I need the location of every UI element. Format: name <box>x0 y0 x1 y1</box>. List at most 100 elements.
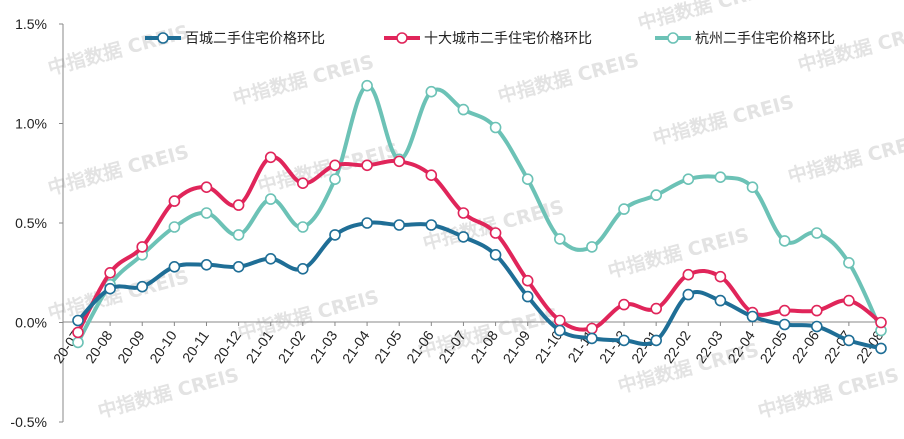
watermark-text: 中指数据 CREIS <box>495 48 641 108</box>
data-point <box>296 177 309 189</box>
watermark-text: 中指数据 CREIS <box>45 140 191 200</box>
data-point <box>650 189 663 201</box>
x-tick-label: 20-09 <box>114 327 148 366</box>
y-tick-label: -0.5% <box>10 414 47 430</box>
data-point <box>810 320 823 333</box>
data-point <box>425 85 438 98</box>
data-point <box>168 260 181 273</box>
data-point <box>650 302 663 315</box>
data-point <box>104 282 116 295</box>
data-point <box>136 280 148 293</box>
data-point <box>714 171 727 183</box>
data-point <box>329 229 341 241</box>
data-point <box>361 159 373 172</box>
data-point <box>553 233 566 245</box>
series-group <box>72 217 887 355</box>
x-tick-label: 21-03 <box>307 327 341 366</box>
data-point <box>72 314 84 327</box>
series-layer <box>72 79 887 355</box>
data-point <box>618 203 630 215</box>
data-point <box>810 304 823 317</box>
data-point <box>489 249 502 261</box>
series-line <box>76 83 883 345</box>
data-point <box>586 332 598 345</box>
data-point <box>586 322 598 335</box>
data-point <box>521 290 534 303</box>
y-tick-label: 0.0% <box>15 315 47 331</box>
data-point <box>618 334 630 347</box>
data-point <box>778 235 791 247</box>
legend-label: 十大城市二手住宅价格环比 <box>424 30 592 47</box>
data-point <box>232 260 245 273</box>
watermark-text: 中指数据 CREIS <box>605 223 751 283</box>
data-point <box>778 304 791 317</box>
data-point <box>264 252 277 265</box>
data-point <box>843 294 855 307</box>
data-point <box>329 173 341 185</box>
data-point <box>329 159 341 172</box>
data-point <box>682 288 695 301</box>
watermark-text: 中指数据 CREIS <box>230 50 376 110</box>
legend-label: 杭州二手住宅价格环比 <box>695 31 835 47</box>
data-point <box>843 256 855 269</box>
data-point <box>200 258 213 271</box>
x-tick-label: 21-05 <box>371 327 405 366</box>
data-point <box>843 334 855 347</box>
data-point <box>682 173 695 185</box>
x-tick-label: 20-08 <box>82 327 116 366</box>
y-tick-label: 1.5% <box>15 16 47 32</box>
data-point <box>393 219 406 231</box>
data-point <box>714 270 727 283</box>
data-point <box>425 169 438 181</box>
data-point <box>457 231 470 243</box>
watermark-text: 中指数据 CREIS <box>635 0 781 35</box>
data-point <box>521 173 534 185</box>
data-point <box>778 318 791 331</box>
data-point <box>393 155 406 168</box>
data-point <box>232 229 245 241</box>
data-point <box>682 268 695 281</box>
data-point <box>875 342 887 355</box>
data-point <box>104 266 116 279</box>
data-point <box>875 316 887 329</box>
series-group <box>72 79 887 349</box>
watermark-text: 中指数据 CREIS <box>420 195 566 255</box>
x-tick-label: 20-11 <box>179 327 212 365</box>
legend-swatch-marker <box>157 32 169 44</box>
data-point <box>425 219 438 231</box>
data-point <box>296 262 309 275</box>
data-point <box>361 217 373 229</box>
data-point <box>200 181 213 193</box>
x-tick-label: 22-06 <box>789 327 823 366</box>
axes: -0.5%0.0%0.5%1.0%1.5%20-0720-0820-0920-1… <box>10 16 886 430</box>
x-tick-label: 21-12 <box>596 327 630 366</box>
data-point <box>168 221 181 233</box>
watermark-text: 中指数据 CREIS <box>95 363 241 423</box>
x-tick-label: 22-07 <box>821 327 855 366</box>
x-tick-label: 22-05 <box>756 327 790 366</box>
watermark-text: 中指数据 CREIS <box>650 90 796 150</box>
watermark-text: 中指数据 CREIS <box>45 20 191 80</box>
data-point <box>650 334 663 347</box>
data-point <box>200 207 213 219</box>
legend-item: 百城二手住宅价格环比 <box>145 31 325 47</box>
legend-swatch-marker <box>667 32 679 44</box>
data-point <box>361 79 373 92</box>
data-point <box>168 195 181 207</box>
data-point <box>264 151 277 164</box>
data-point <box>810 227 823 239</box>
y-tick-label: 1.0% <box>15 116 47 132</box>
data-point <box>618 298 630 311</box>
data-point <box>489 121 502 134</box>
data-point <box>489 227 502 239</box>
data-point <box>457 207 470 219</box>
legend-label: 百城二手住宅价格环比 <box>185 31 325 47</box>
data-point <box>72 326 84 339</box>
y-tick-label: 0.5% <box>15 215 47 231</box>
legend-item: 杭州二手住宅价格环比 <box>655 31 835 47</box>
data-point <box>553 314 566 327</box>
data-point <box>296 221 309 233</box>
x-tick-label: 21-04 <box>339 327 373 366</box>
